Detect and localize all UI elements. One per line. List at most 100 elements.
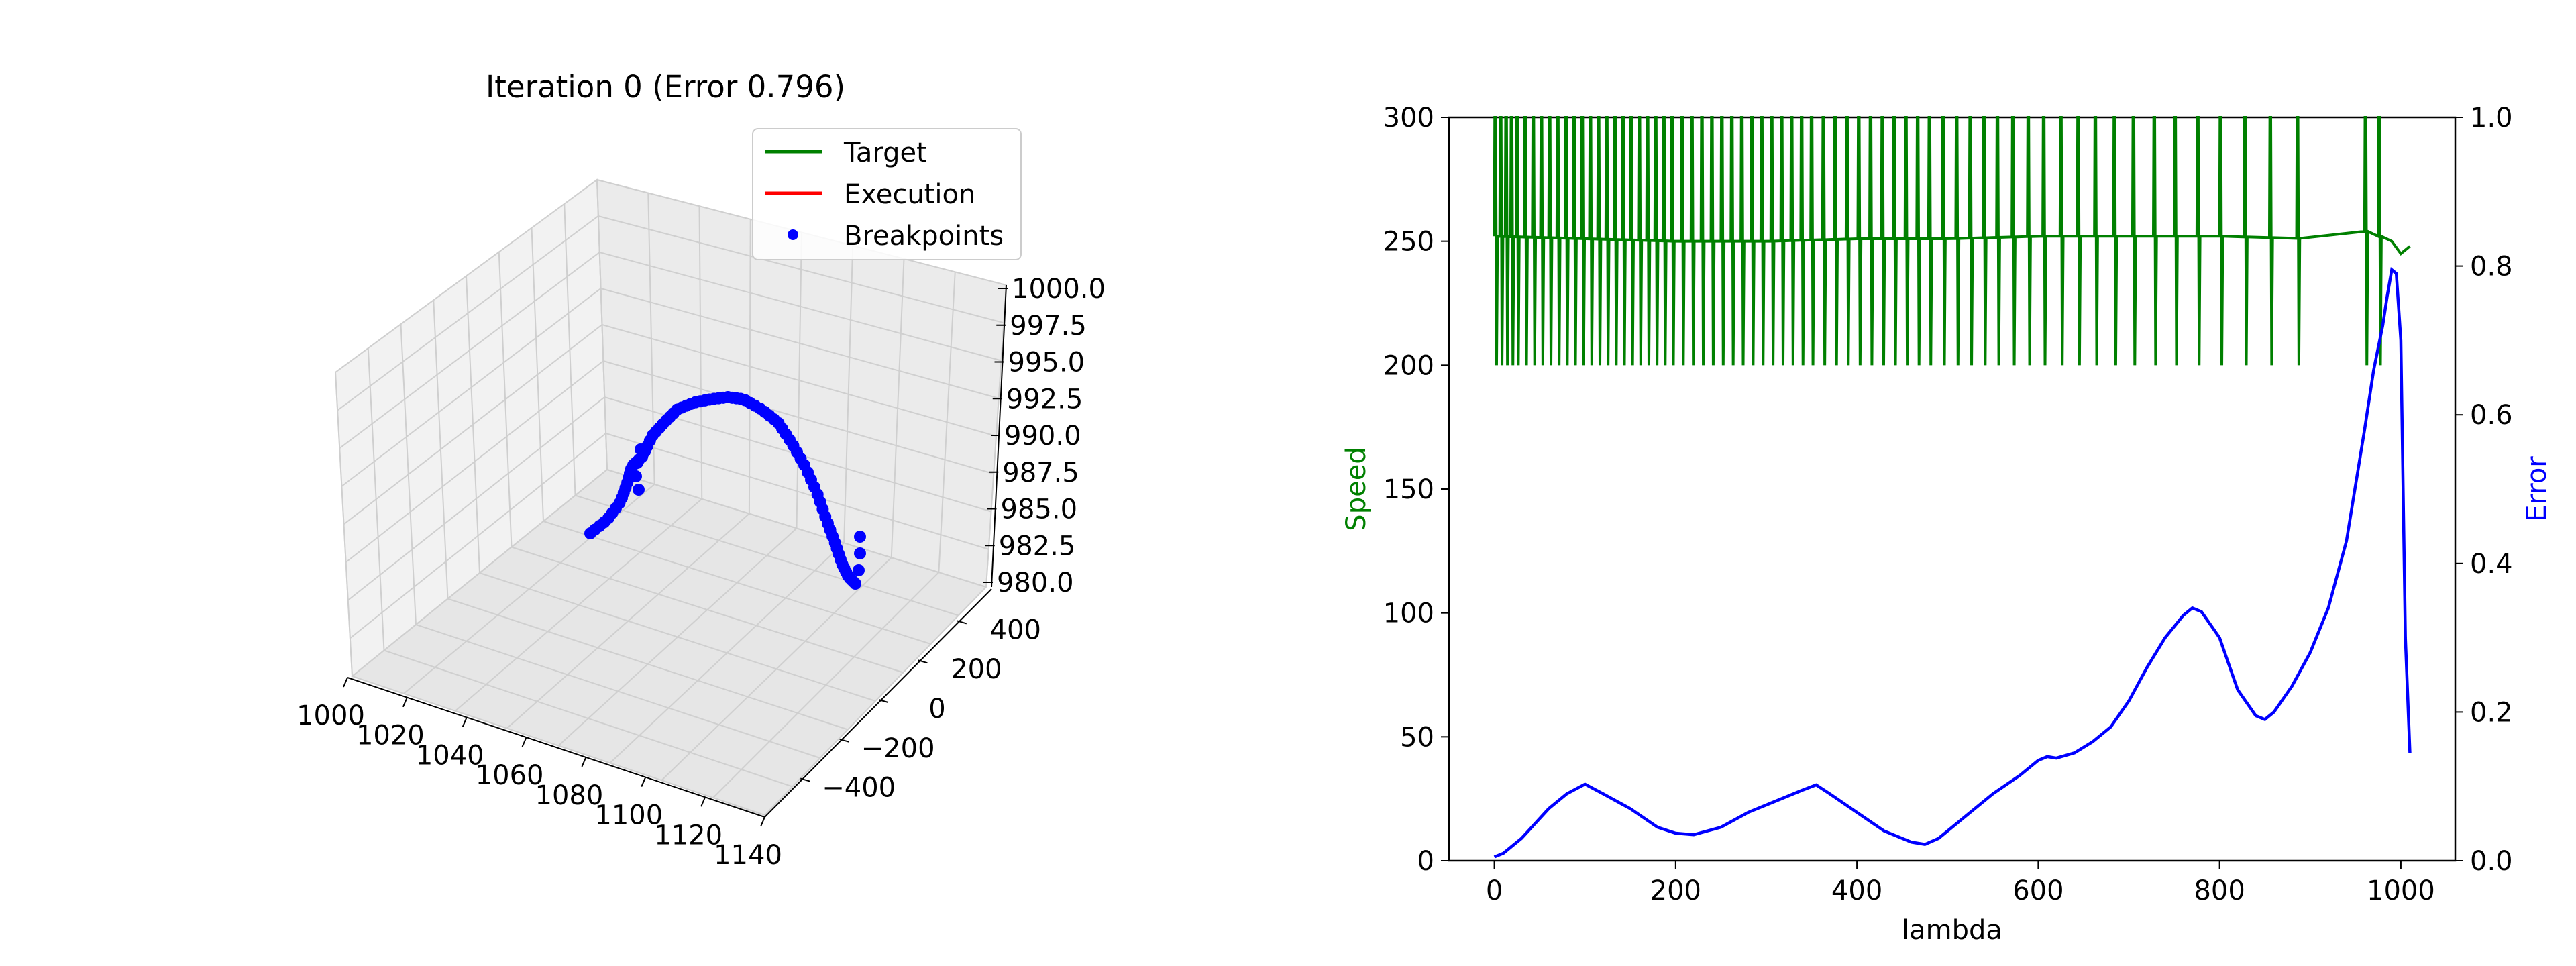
x-tick-label: 1120	[654, 820, 722, 851]
legend-swatch-breakpoints	[788, 229, 798, 240]
x-tick-label: 1020	[356, 720, 425, 751]
z-tick-label: 1000.0	[1012, 274, 1106, 305]
y-left-tick-label: 250	[1383, 227, 1434, 258]
grid-line	[890, 258, 905, 558]
y-tick-mark	[800, 777, 810, 782]
x-tick-label: 1000	[2367, 875, 2435, 906]
x-tick-label: 1100	[594, 800, 663, 831]
y-left-tick-label: 100	[1383, 598, 1434, 629]
y-left-axis-label: Speed	[1341, 447, 1372, 531]
legend-label-target: Target	[843, 138, 927, 168]
z-tick-label: 987.5	[1002, 458, 1079, 488]
legend: Target Execution Breakpoints	[752, 128, 1022, 260]
y-right-tick-label: 0.0	[2470, 846, 2513, 877]
y-right-ticks: 0.0 0.2 0.4 0.6 0.8 1.0	[2455, 103, 2513, 877]
x-tick-mark	[462, 717, 468, 727]
z-tick-label: 980.0	[997, 568, 1074, 598]
grid-line	[498, 252, 513, 547]
x-tick-mark	[700, 796, 706, 807]
x-tick-label: 1040	[416, 740, 484, 771]
x-tick-label: 1000	[297, 700, 365, 731]
grid-line	[511, 546, 904, 674]
x-tick-label: 400	[1831, 875, 1882, 906]
x-tick-label: 1060	[476, 760, 544, 791]
grid-line	[575, 494, 959, 616]
breakpoint-dot	[635, 443, 647, 455]
x-tick-label: 800	[2194, 875, 2245, 906]
grid-line	[609, 542, 845, 764]
breakpoint-dot	[854, 547, 866, 559]
x-tick-mark	[581, 757, 587, 767]
z-tick-label: 982.5	[999, 531, 1076, 561]
y-tick-mark	[918, 659, 928, 664]
x-tick-label: 600	[2012, 875, 2063, 906]
y-left-tick-label: 150	[1383, 474, 1434, 505]
grid-line	[479, 572, 876, 702]
speed-error-plot: 0 200 400 600 800 1000 0 50 100 150 200 250 300 0.0…	[1341, 103, 2553, 946]
grid-line	[661, 557, 892, 781]
x-tick-mark	[760, 816, 765, 827]
x-tick-label: 1140	[714, 840, 782, 871]
x-axis-line	[347, 677, 765, 818]
grid-line	[843, 246, 854, 543]
x-tick-mark	[521, 737, 527, 747]
grid-line	[596, 179, 608, 470]
z-tick-label: 985.0	[1001, 494, 1078, 525]
y-tick-mark	[957, 620, 967, 625]
z-tick-label: 992.5	[1006, 384, 1083, 415]
x-axis-label: lambda	[1902, 915, 2002, 946]
y-tick-label: 0	[928, 694, 945, 724]
series-lines	[1493, 116, 2412, 859]
speed-line	[1493, 116, 2411, 366]
y-left-tick-label: 0	[1417, 846, 1434, 877]
trajectory-3d	[584, 391, 866, 590]
y-tick-mark	[839, 738, 849, 743]
y-left-ticks: 0 50 100 150 200 250 300	[1383, 103, 1449, 877]
x-ticks: 0 200 400 600 800 1000	[1486, 861, 2435, 906]
y-left-tick-label: 300	[1383, 103, 1434, 133]
grid-line	[712, 572, 940, 798]
y-tick-label: −400	[822, 773, 896, 804]
breakpoint-dot	[631, 457, 643, 469]
z-ticks-3d: 1000.0 997.5 995.0 992.5 990.0 987.5 985.0 982.…	[983, 274, 1106, 598]
legend-frame	[752, 128, 1022, 260]
breakpoint-dot	[849, 578, 861, 590]
x-tick-label: 0	[1486, 875, 1503, 906]
grid-line	[764, 586, 987, 816]
x-tick-mark	[402, 697, 408, 708]
breakpoint-dot	[853, 564, 865, 576]
y-right-tick-label: 0.2	[2470, 697, 2513, 728]
error-line	[1493, 266, 2412, 859]
y-right-tick-label: 0.8	[2470, 252, 2513, 282]
y-tick-label: −200	[861, 733, 935, 764]
y-right-tick-label: 0.6	[2470, 400, 2513, 431]
z-tick-label: 997.5	[1010, 311, 1087, 341]
3d-plot-title: Iteration 0 (Error 0.796)	[486, 69, 845, 105]
legend-label-execution: Execution	[844, 179, 975, 210]
grid-line	[543, 521, 931, 645]
x-tick-label: 200	[1650, 875, 1701, 906]
grid-line	[531, 227, 544, 522]
grid-line	[564, 203, 576, 496]
x-tick-mark	[641, 777, 647, 787]
y-tick-label: 400	[990, 614, 1041, 645]
z-tick-label: 990.0	[1004, 421, 1081, 451]
z-tick-label: 995.0	[1008, 347, 1085, 378]
y-tick-label: 200	[951, 654, 1002, 685]
grid-line	[938, 272, 956, 573]
y-right-tick-label: 1.0	[2470, 103, 2513, 133]
y-right-tick-label: 0.4	[2470, 549, 2513, 580]
x-tick-label: 1080	[535, 780, 604, 811]
y-left-tick-label: 50	[1400, 722, 1434, 753]
3d-plot: Iteration 0 (Error 0.796) 10001020104010…	[297, 69, 1106, 871]
breakpoint-dot	[854, 531, 866, 543]
x-tick-mark	[343, 677, 348, 688]
y-tick-mark	[878, 699, 889, 703]
breakpoint-dot	[630, 470, 642, 482]
breakpoint-dot	[633, 484, 645, 496]
y-left-tick-label: 200	[1383, 350, 1434, 381]
y-right-axis-label: Error	[2522, 456, 2553, 522]
